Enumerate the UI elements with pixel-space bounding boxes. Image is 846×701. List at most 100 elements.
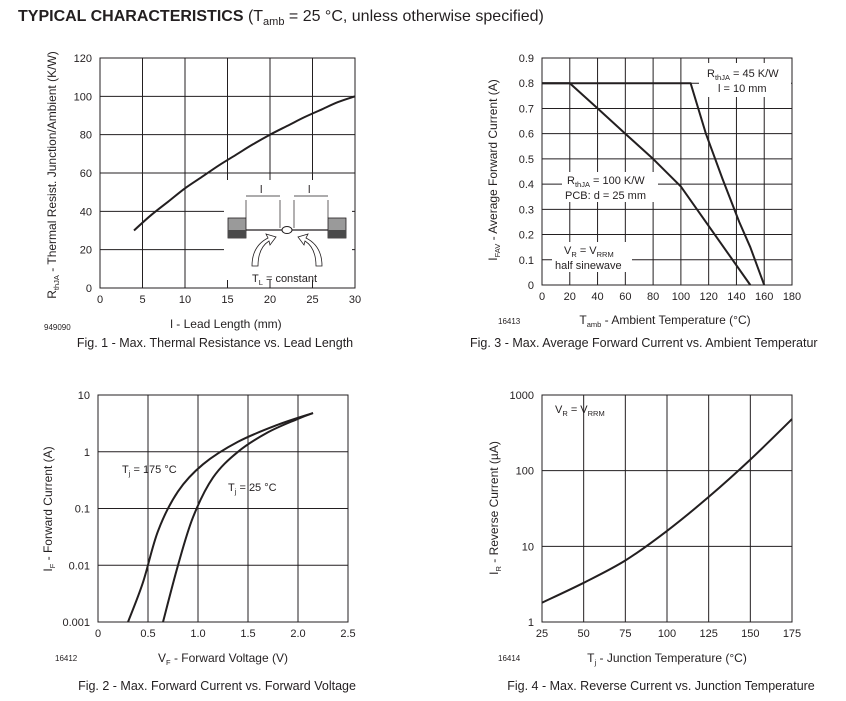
fig1-ylabel: RthJA - Thermal Resist. Junction/Ambient… xyxy=(45,51,61,299)
fig1-xtick-label: 10 xyxy=(179,294,191,306)
fig2-ytick-label: 0.001 xyxy=(62,617,90,629)
fig1-l-label-right: l xyxy=(308,184,310,196)
fig3-plot-frame xyxy=(541,57,793,286)
fig2-annotation-175c: Tj = 175 °C xyxy=(122,464,177,478)
fig4-series-line-1 xyxy=(541,418,793,604)
fig4-ylabel: IR - Reverse Current (µA) xyxy=(487,441,503,575)
fig3-ylabel: IFAV - Average Forward Current (A) xyxy=(486,79,502,260)
fig1-ytick-label: 20 xyxy=(80,245,92,257)
fig3-ytick-label: 0.3 xyxy=(519,204,534,216)
fig2-xtick-label: 2.0 xyxy=(290,628,305,640)
fig4-xtick-label: 100 xyxy=(658,628,676,640)
fig2-plot-frame xyxy=(97,394,349,623)
fig3-xtick-label: 80 xyxy=(647,291,659,303)
fig1-chart: 0 5 10 15 20 25 30 0 20 40 60 80 100 120 l l TL = con… xyxy=(44,51,361,350)
fig4-series xyxy=(541,418,793,604)
page-title-open: (T xyxy=(243,8,264,25)
fig1-ytick-label: 100 xyxy=(74,91,92,103)
fig4-xtick-label: 150 xyxy=(741,628,759,640)
fig2-ytick-label: 1 xyxy=(84,447,90,459)
fig3-ytick-label: 0.2 xyxy=(519,230,534,242)
fig3-ticks: 0 20 40 60 80 100 120 140 160 180 0 0.1 0.2 0.3 0.4 0.5… xyxy=(519,53,801,303)
fig1-xtick-label: 15 xyxy=(221,294,233,306)
fig1-xtick-label: 20 xyxy=(264,294,276,306)
fig1-xlabel: l - Lead Length (mm) xyxy=(170,317,281,331)
fig3-ytick-label: 0.4 xyxy=(519,179,534,191)
fig2-xtick-label: 2.5 xyxy=(340,628,355,640)
fig2-caption: Fig. 2 - Max. Forward Current vs. Forwar… xyxy=(78,679,356,693)
fig4-xtick-label: 25 xyxy=(536,628,548,640)
fig2-grid xyxy=(97,394,349,623)
fig3-xlabel: Tamb - Ambient Temperature (°C) xyxy=(579,313,750,329)
fig3-annotation-100kw: RthJA = 100 K/W xyxy=(567,175,645,189)
fig4-xtick-label: 175 xyxy=(783,628,801,640)
fig2-ytick-label: 10 xyxy=(78,390,90,402)
fig3-xtick-label: 140 xyxy=(727,291,745,303)
fig4-grid xyxy=(541,394,793,623)
page-title-bold: TYPICAL CHARACTERISTICS xyxy=(18,8,244,25)
fig1-caption: Fig. 1 - Max. Thermal Resistance vs. Lea… xyxy=(77,336,353,350)
fig3-annotation-10mm: l = 10 mm xyxy=(718,83,767,95)
fig1-ytick-label: 0 xyxy=(86,283,92,295)
fig3-caption: Fig. 3 - Max. Average Forward Current vs… xyxy=(470,336,818,350)
fig4-chart: 25 50 75 100 125 150 175 1 10 100 1000 VR = VRRM T… xyxy=(487,390,815,693)
fig4-ytick-label: 1 xyxy=(528,617,534,629)
fig3-xtick-label: 100 xyxy=(672,291,690,303)
fig2-code: 16412 xyxy=(55,654,78,663)
fig4-ytick-label: 1000 xyxy=(510,390,534,402)
fig3-annotation-45kw: RthJA = 45 K/W xyxy=(707,68,779,82)
fig3-series-line-1 xyxy=(542,82,766,286)
fig2-xtick-label: 1.5 xyxy=(240,628,255,640)
fig2-chart: 0 0.5 1.0 1.5 2.0 2.5 0.001 0.01 0.1 1 10 Tj = 175… xyxy=(41,390,356,693)
fig1-inset-diagram: l l TL = constant xyxy=(224,180,352,287)
fig1-xtick-label: 25 xyxy=(306,294,318,306)
fig2-xtick-label: 1.0 xyxy=(190,628,205,640)
fig4-ytick-label: 100 xyxy=(516,466,534,478)
fig4-caption: Fig. 4 - Max. Reverse Current vs. Juncti… xyxy=(507,679,815,693)
fig1-xtick-label: 5 xyxy=(139,294,145,306)
fig3-xtick-label: 0 xyxy=(539,291,545,303)
fig3-ytick-label: 0.7 xyxy=(519,103,534,115)
fig1-ticks: 0 5 10 15 20 25 30 0 20 40 60 80 100 120 xyxy=(74,53,361,306)
fig3-annotation-halfsine: half sinewave xyxy=(555,260,622,272)
fig2-annotation-25c: Tj = 25 °C xyxy=(228,482,277,496)
fig3-xtick-label: 40 xyxy=(591,291,603,303)
fig4-xlabel: Tj - Junction Temperature (°C) xyxy=(587,651,747,667)
fig3-xtick-label: 120 xyxy=(699,291,717,303)
fig4-code: 16414 xyxy=(498,654,521,663)
fig3-annotations: RthJA = 45 K/W l = 10 mm RthJA = 100 K/W… xyxy=(552,63,791,272)
fig3-series-line-2 xyxy=(542,82,752,286)
fig3-annotation-pcb: PCB: d = 25 mm xyxy=(565,190,646,202)
fig3-xtick-label: 160 xyxy=(755,291,773,303)
fig4-xtick-label: 75 xyxy=(619,628,631,640)
fig2-series-line-1 xyxy=(127,412,314,623)
fig2-series xyxy=(127,412,314,623)
fig3-ytick-label: 0.6 xyxy=(519,129,534,141)
fig1-series-line-1 xyxy=(133,95,356,232)
fig4-ytick-label: 10 xyxy=(522,541,534,553)
page-title-sub: amb xyxy=(263,16,285,29)
fig4-ticks: 25 50 75 100 125 150 175 1 10 100 1000 xyxy=(510,390,802,640)
fig1-tl-constant: TL = constant xyxy=(252,273,317,287)
fig4-xtick-label: 50 xyxy=(578,628,590,640)
fig3-annotation-vr: VR = VRRM xyxy=(564,245,614,259)
fig2-xtick-label: 0 xyxy=(95,628,101,640)
fig1-xtick-label: 30 xyxy=(349,294,361,306)
fig2-series-line-2 xyxy=(162,412,314,623)
fig1-ytick-label: 120 xyxy=(74,53,92,65)
page-title-rest: = 25 °C, unless otherwise specified) xyxy=(284,8,544,25)
fig1-ytick-label: 80 xyxy=(80,130,92,142)
fig1-ytick-label: 60 xyxy=(80,168,92,180)
fig3-ytick-label: 0.5 xyxy=(519,154,534,166)
fig3-xtick-label: 180 xyxy=(783,291,801,303)
fig1-xtick-label: 0 xyxy=(97,294,103,306)
fig2-ylabel: IF - Forward Current (A) xyxy=(41,446,57,571)
fig3-ytick-label: 0 xyxy=(528,280,534,292)
fig2-ytick-label: 0.01 xyxy=(69,560,90,572)
fig1-plot-frame xyxy=(99,57,356,289)
fig3-chart: 0 20 40 60 80 100 120 140 160 180 0 0.1 0.2 0.3 0.4 0.5… xyxy=(470,53,818,350)
fig3-xtick-label: 60 xyxy=(619,291,631,303)
fig3-code: 16413 xyxy=(498,317,521,326)
fig4-plot-frame xyxy=(541,394,793,623)
